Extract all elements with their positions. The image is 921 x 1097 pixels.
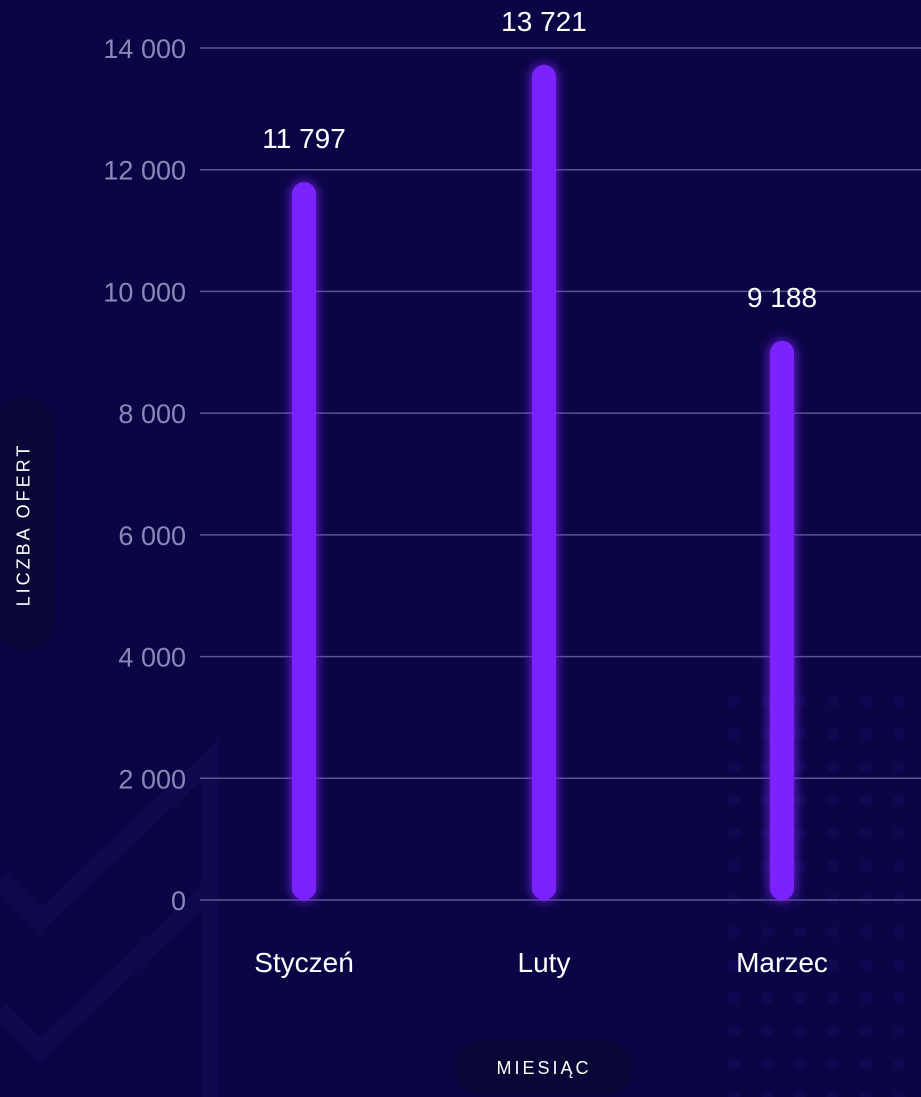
x-tick-label: Styczeń — [254, 947, 354, 978]
y-tick-label: 2 000 — [118, 764, 186, 794]
bar — [770, 340, 794, 900]
x-tick-label: Luty — [518, 947, 571, 978]
bar — [292, 182, 316, 900]
x-axis-label: MIESIĄC — [455, 1040, 633, 1096]
labels: 0 2 000 4 000 6 000 8 000 10 000 12 000 14 000 1… — [103, 6, 827, 978]
data-label: 13 721 — [501, 6, 587, 37]
y-tick-label: 10 000 — [103, 277, 186, 307]
bar — [532, 64, 556, 901]
x-axis-label-text: MIESIĄC — [496, 1057, 592, 1078]
y-tick-label: 8 000 — [118, 399, 186, 429]
x-tick-label: Marzec — [736, 947, 828, 978]
y-tick-label: 4 000 — [118, 643, 186, 673]
y-axis-label: LICZBA OFERT — [0, 398, 54, 650]
background-decoration — [0, 680, 921, 1097]
y-tick-label: 0 — [171, 886, 186, 916]
y-axis-label-text: LICZBA OFERT — [13, 442, 34, 606]
y-tick-label: 12 000 — [103, 156, 186, 186]
y-tick-label: 6 000 — [118, 521, 186, 551]
data-label: 9 188 — [747, 282, 817, 313]
bars — [292, 64, 794, 901]
grid — [200, 47, 921, 901]
y-tick-label: 14 000 — [103, 34, 186, 64]
data-label: 11 797 — [262, 123, 346, 154]
